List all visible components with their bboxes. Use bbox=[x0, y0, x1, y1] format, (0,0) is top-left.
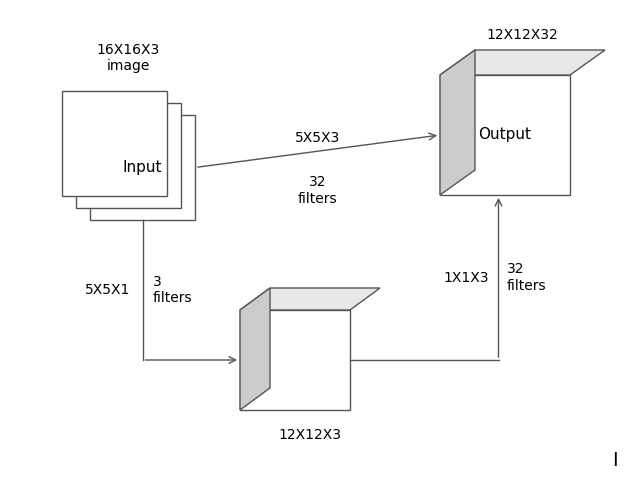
Text: 12X12X3: 12X12X3 bbox=[279, 428, 341, 442]
Text: Input: Input bbox=[123, 160, 162, 175]
Polygon shape bbox=[440, 75, 570, 195]
Text: 5X5X3: 5X5X3 bbox=[295, 131, 340, 146]
Text: 3
filters: 3 filters bbox=[152, 275, 192, 305]
Polygon shape bbox=[440, 50, 605, 75]
Text: Output: Output bbox=[478, 127, 532, 143]
Text: 12X12X32: 12X12X32 bbox=[487, 28, 559, 42]
Text: 5X5X1: 5X5X1 bbox=[85, 283, 130, 297]
Text: 32
filters: 32 filters bbox=[298, 176, 337, 206]
Polygon shape bbox=[76, 103, 181, 208]
Polygon shape bbox=[240, 288, 380, 310]
Text: 32
filters: 32 filters bbox=[506, 262, 546, 293]
Polygon shape bbox=[440, 50, 475, 195]
Polygon shape bbox=[62, 91, 167, 196]
Polygon shape bbox=[240, 310, 350, 410]
Text: I: I bbox=[612, 451, 618, 469]
Text: 16X16X3
image: 16X16X3 image bbox=[97, 43, 160, 73]
Polygon shape bbox=[90, 115, 195, 220]
Polygon shape bbox=[240, 288, 270, 410]
Text: 1X1X3: 1X1X3 bbox=[443, 271, 489, 284]
